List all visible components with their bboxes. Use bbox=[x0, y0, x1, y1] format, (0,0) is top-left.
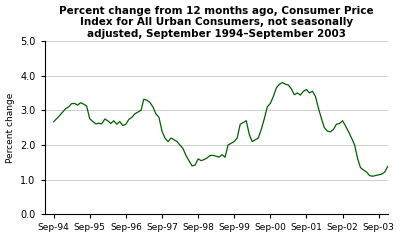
Title: Percent change from 12 months ago, Consumer Price
Index for All Urban Consumers,: Percent change from 12 months ago, Consu… bbox=[59, 5, 373, 39]
Y-axis label: Percent change: Percent change bbox=[6, 93, 14, 163]
